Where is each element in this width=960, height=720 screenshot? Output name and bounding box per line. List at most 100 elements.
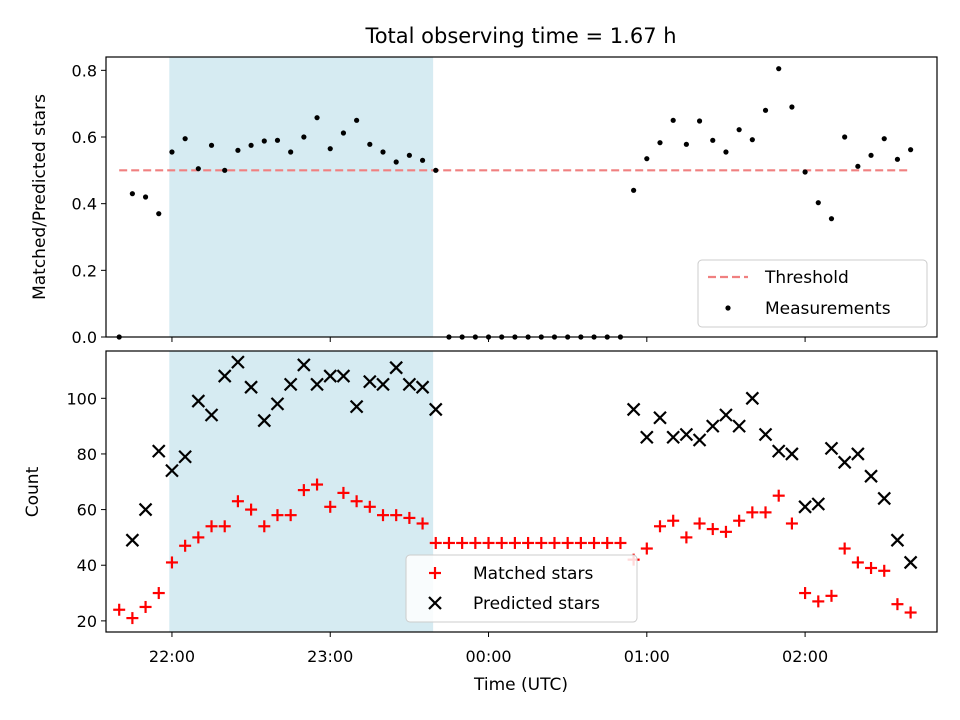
x-axis-label: Time (UTC) xyxy=(473,675,568,695)
predicted-star-point xyxy=(824,441,839,456)
predicted-star-point xyxy=(389,360,403,375)
measurements-legend-label: Measurements xyxy=(765,299,891,319)
top-y-tick-label: 0.4 xyxy=(72,195,97,214)
matched-legend-swatch xyxy=(429,567,441,579)
matched-star-point xyxy=(311,478,324,491)
matched-star-point xyxy=(416,517,429,530)
matched-star-point xyxy=(442,536,455,549)
measurement-point xyxy=(855,163,861,169)
top-y-tick-label: 0.2 xyxy=(72,261,97,280)
matched-star-point xyxy=(522,536,535,549)
predicted-star-point xyxy=(851,447,865,461)
measurement-point xyxy=(670,117,676,123)
chart-title: Total observing time = 1.67 h xyxy=(364,24,676,48)
predicted-star-point xyxy=(310,377,324,392)
predicted-star-point xyxy=(785,447,799,461)
predicted-star-point xyxy=(719,408,733,422)
matched-star-point xyxy=(654,520,666,533)
x-tick-label: 22:00 xyxy=(149,647,195,666)
bottom-x-ticks: 22:00 23:00 00:00 01:00 02:00 xyxy=(149,632,828,666)
matched-star-point xyxy=(680,531,693,544)
measurement-point xyxy=(894,156,901,162)
predicted-star-point xyxy=(125,533,140,547)
matched-star-point xyxy=(759,506,772,519)
predicted-star-point xyxy=(178,449,192,464)
predicted-star-point xyxy=(415,380,430,394)
top-y-tick-label: 0.6 xyxy=(72,128,97,147)
matched-star-point xyxy=(508,536,521,549)
matched-star-point xyxy=(218,520,231,533)
matched-star-point xyxy=(640,542,653,555)
matched-star-point xyxy=(495,536,508,549)
measurements-legend-swatch xyxy=(725,305,731,311)
predicted-star-point xyxy=(798,500,812,514)
measurement-point xyxy=(828,216,835,222)
predicted-star-point xyxy=(257,413,272,428)
matched-star-point xyxy=(205,520,218,533)
matched-star-point xyxy=(179,539,192,552)
matched-star-point xyxy=(891,598,904,611)
matched-star-point xyxy=(574,536,587,549)
matched-star-point xyxy=(825,589,838,602)
matched-star-point xyxy=(139,600,152,613)
predicted-star-point xyxy=(653,410,667,425)
bottom-legend-box xyxy=(405,554,638,623)
matched-star-point xyxy=(231,495,244,508)
predicted-stars-layer xyxy=(125,355,918,570)
matched-star-point xyxy=(719,525,732,538)
matched-star-point xyxy=(865,562,878,575)
bottom-plot-frame xyxy=(105,350,938,633)
x-tick-label: 00:00 xyxy=(465,647,511,666)
measurement-point xyxy=(789,104,795,110)
measurement-point xyxy=(644,156,650,162)
measurement-point xyxy=(710,137,716,143)
matched-star-point xyxy=(377,509,389,522)
matched-star-point xyxy=(588,536,601,549)
x-tick-label: 02:00 xyxy=(782,647,828,666)
predicted-star-point xyxy=(705,419,720,433)
predicted-star-point xyxy=(323,369,338,383)
predicted-star-point xyxy=(758,427,773,442)
matched-star-point xyxy=(297,484,310,497)
top-y-tick-label: 0.0 xyxy=(72,328,97,347)
measurement-point xyxy=(156,211,162,217)
bottom-y-tick-label: 100 xyxy=(66,389,97,408)
measurement-point xyxy=(222,167,228,173)
predicted-star-point xyxy=(283,377,298,392)
threshold-legend-label: Threshold xyxy=(764,268,849,288)
measurement-point xyxy=(736,127,742,133)
predicted-star-point xyxy=(138,502,153,517)
bottom-y-axis-label: Count xyxy=(23,466,43,517)
top-panel: 0.00.20.40.60.8 Matched/Predicted stars … xyxy=(30,56,938,347)
measurement-point xyxy=(288,149,294,155)
predicted-star-point xyxy=(666,430,680,445)
top-y-axis-label: Matched/Predicted stars xyxy=(30,94,50,300)
measurement-point xyxy=(327,146,333,152)
top-shaded-span xyxy=(169,57,434,337)
bottom-shaded-span xyxy=(169,351,434,632)
matched-star-point xyxy=(693,517,706,530)
measurement-point xyxy=(208,142,215,148)
measurement-point xyxy=(723,149,729,155)
matched-star-point xyxy=(113,603,126,616)
matched-star-point xyxy=(152,587,165,600)
predicted-star-point xyxy=(191,394,206,408)
measurement-point xyxy=(129,191,135,197)
matched-star-point xyxy=(548,536,561,549)
predicted-star-point xyxy=(165,463,179,478)
measurement-point xyxy=(393,159,399,165)
measurement-point xyxy=(433,167,439,173)
matched-star-point xyxy=(614,536,627,549)
measurement-point xyxy=(274,137,281,143)
measurement-point xyxy=(762,107,769,113)
predicted-legend-label: Predicted stars xyxy=(473,594,600,614)
measurement-point xyxy=(340,130,347,136)
matched-star-point xyxy=(746,506,759,519)
measurement-point xyxy=(406,152,412,158)
measurement-point xyxy=(380,149,386,155)
matched-star-point xyxy=(456,536,469,549)
measurement-point xyxy=(195,166,201,172)
x-tick-label: 23:00 xyxy=(307,647,353,666)
measurement-point xyxy=(419,157,426,163)
